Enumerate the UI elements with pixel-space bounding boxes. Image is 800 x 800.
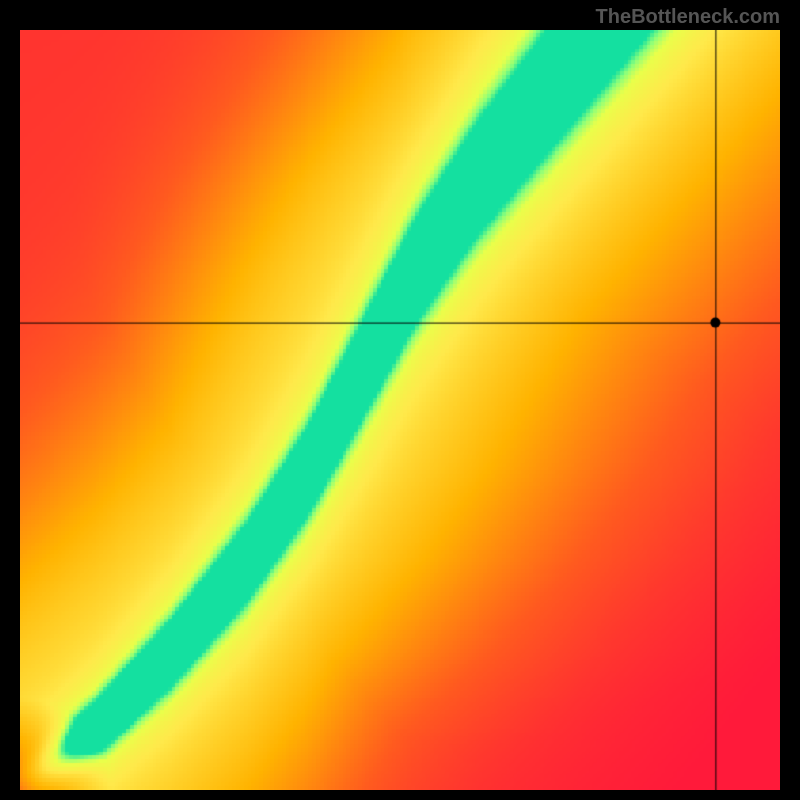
watermark-text: TheBottleneck.com: [596, 6, 780, 29]
bottleneck-heatmap: [20, 30, 780, 790]
chart-container: TheBottleneck.com: [0, 0, 800, 800]
